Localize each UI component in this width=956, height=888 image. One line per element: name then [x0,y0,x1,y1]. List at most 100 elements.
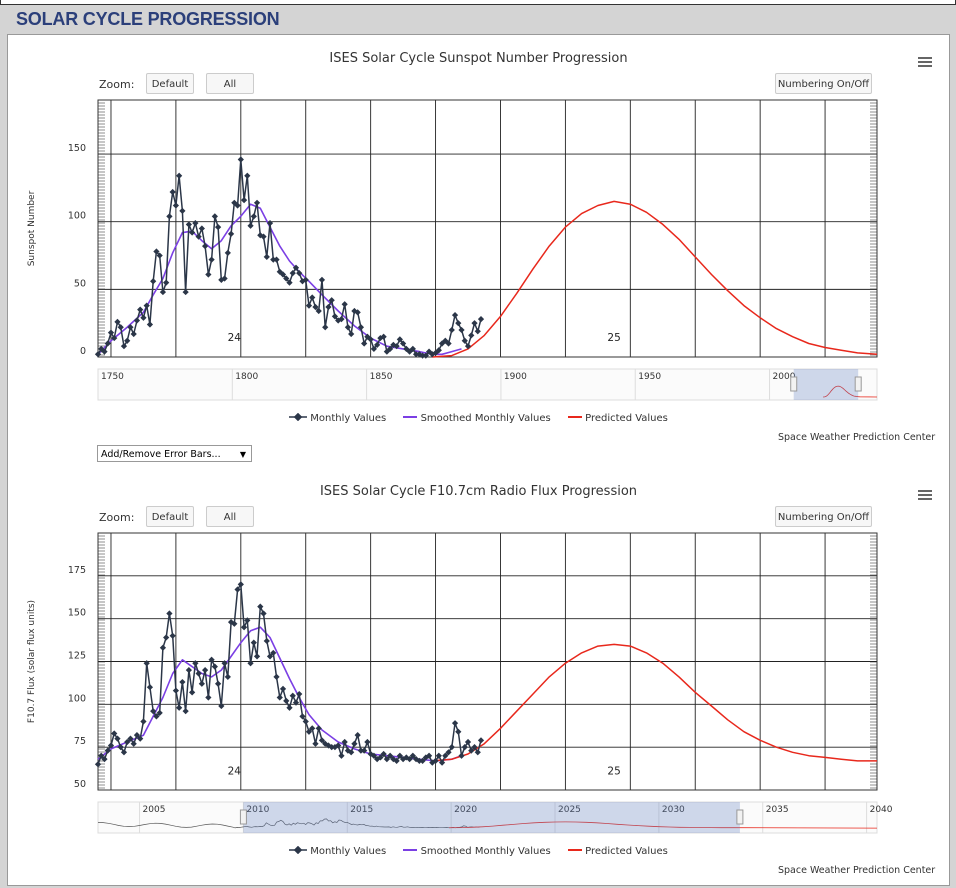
monthly-point [163,634,170,641]
smoothed-series-line [97,626,462,762]
legend-smoothed[interactable]: Smoothed Monthly Values [403,413,551,424]
flux-plot[interactable]: 2010201220142016201820202022202420262028… [8,523,949,843]
monthly-point [156,709,163,717]
monthly-point [263,637,270,645]
monthly-point [263,253,270,261]
error-bars-select[interactable]: Add/Remove Error Bars... ▼ [97,445,252,462]
monthly-point [140,314,147,321]
monthly-point [374,341,381,348]
monthly-point [338,752,345,759]
monthly-point [247,660,254,667]
monthly-point [231,620,238,627]
plot-frame [97,99,878,358]
monthly-point [192,219,199,227]
monthly-point [455,320,462,327]
chart-legend: Monthly Values Smoothed Monthly Values P… [8,845,949,857]
monthly-point [218,702,225,710]
range-navigator[interactable]: 1750 1800 1850 1900 1950 2000 [8,367,949,407]
monthly-point [133,317,141,324]
cycle-label: 24 [228,766,242,778]
monthly-point [477,737,485,744]
monthly-point [172,687,180,694]
monthly-point [189,229,196,236]
monthly-point [309,294,316,301]
monthly-point [451,720,459,727]
monthly-point [234,202,241,209]
monthly-point [419,352,426,359]
navigator-window [793,369,859,400]
navigator-label: 1800 [235,372,258,382]
chart-menu-icon[interactable] [918,55,932,69]
monthly-point [474,328,481,335]
navigator-label: 2000 [773,372,796,382]
numbering-toggle-button[interactable]: Numbering On/Off [775,506,872,527]
monthly-point [451,311,459,319]
chart-menu-icon[interactable] [918,488,932,502]
monthly-point [205,694,212,701]
monthly-point [305,728,313,735]
monthly-point [286,279,293,286]
monthly-point [393,343,400,350]
monthly-point [127,324,134,331]
error-bars-select-label: Add/Remove Error Bars... [101,449,221,460]
legend-monthly[interactable]: Monthly Values [289,845,386,857]
monthly-point [182,288,189,296]
monthly-point [124,337,131,344]
sunspot-plot[interactable]: 2010201220142016201820202022202420262028… [8,90,949,410]
monthly-point [361,340,368,347]
monthly-point [305,302,313,309]
monthly-point [286,704,293,711]
credit-text[interactable]: Space Weather Prediction Center [778,865,936,876]
monthly-point [179,207,186,215]
top-border [0,0,956,5]
legend-predicted[interactable]: Predicted Values [567,413,668,424]
credit-text[interactable]: Space Weather Prediction Center [778,432,936,443]
monthly-point [166,610,173,617]
monthly-point [143,660,150,667]
monthly-point [260,610,267,617]
monthly-point [289,692,296,699]
numbering-toggle-button[interactable]: Numbering On/Off [775,73,872,94]
monthly-point [205,271,212,278]
navigator-handle [736,809,744,825]
navigator-label: 2005 [143,805,166,815]
navigator-window [243,802,740,833]
y-tick-label: 0 [80,346,86,357]
legend-smoothed[interactable]: Smoothed Monthly Values [403,846,551,857]
legend-smoothed-label: Smoothed Monthly Values [420,413,551,424]
monthly-point [471,320,478,327]
plot-frame [97,532,878,791]
monthly-point [208,256,215,263]
zoom-label: Zoom: [99,78,135,91]
monthly-point [221,660,228,667]
monthly-point [182,708,189,715]
chart-legend: Monthly Values Smoothed Monthly Values P… [8,412,949,424]
navigator-label: 1950 [638,372,661,382]
monthly-point [140,718,147,725]
monthly-point [283,697,290,705]
monthly-point [409,345,416,352]
monthly-point [224,249,231,256]
navigator-label: 2020 [454,805,477,815]
monthly-point [309,725,316,732]
monthly-point [172,202,180,209]
monthly-point [341,301,348,308]
zoom-default-button[interactable]: Default [146,73,194,94]
monthly-point [370,345,378,352]
monthly-series-line [97,583,482,765]
zoom-all-button[interactable]: All [206,73,254,94]
zoom-all-button[interactable]: All [206,506,254,527]
legend-predicted[interactable]: Predicted Values [567,846,668,857]
zoom-default-button[interactable]: Default [146,506,194,527]
monthly-series-line [97,158,482,357]
monthly-point [169,632,176,639]
navigator-label: 1750 [101,372,124,382]
range-navigator[interactable]: 2005 2010 2015 2020 2025 2030 2035 2040 [8,800,949,840]
monthly-point [412,351,420,358]
monthly-point [257,603,264,610]
monthly-point [477,316,485,323]
flux-chart: ISES Solar Cycle F10.7cm Radio Flux Prog… [8,468,949,888]
navigator-predicted-line [449,821,878,829]
legend-monthly[interactable]: Monthly Values [289,412,386,424]
y-axis-title: Sunspot Number [27,190,37,266]
